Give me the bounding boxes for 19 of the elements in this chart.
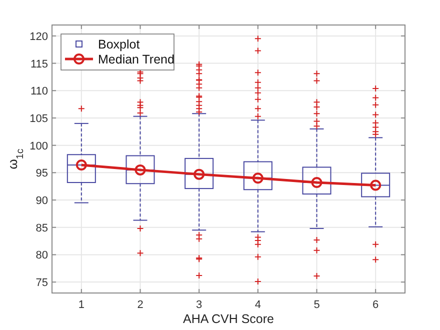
y-tick-label: 80: [36, 250, 48, 262]
y-tick-label: 100: [30, 140, 48, 152]
y-tick-label: 105: [30, 112, 48, 125]
y-tick-label: 110: [30, 86, 48, 98]
x-tick-label: 5: [314, 299, 320, 311]
y-tick-label: 75: [36, 277, 48, 290]
legend-label: Boxplot: [98, 38, 140, 52]
x-tick-label: 2: [137, 299, 144, 311]
legend-label: Median Trend: [98, 52, 174, 66]
x-tick-label: 3: [196, 299, 202, 311]
y-tick-label: 115: [30, 58, 48, 70]
x-tick-label: 6: [372, 299, 379, 311]
y-tick-label: 95: [36, 168, 48, 180]
y-tick-label: 90: [36, 195, 48, 208]
x-tick-label: 1: [78, 299, 84, 311]
y-tick-label: 120: [30, 30, 48, 43]
x-tick-label: 4: [254, 299, 261, 311]
x-axis-title: AHA CVH Score: [182, 312, 274, 326]
y-tick-label: 85: [36, 222, 48, 234]
